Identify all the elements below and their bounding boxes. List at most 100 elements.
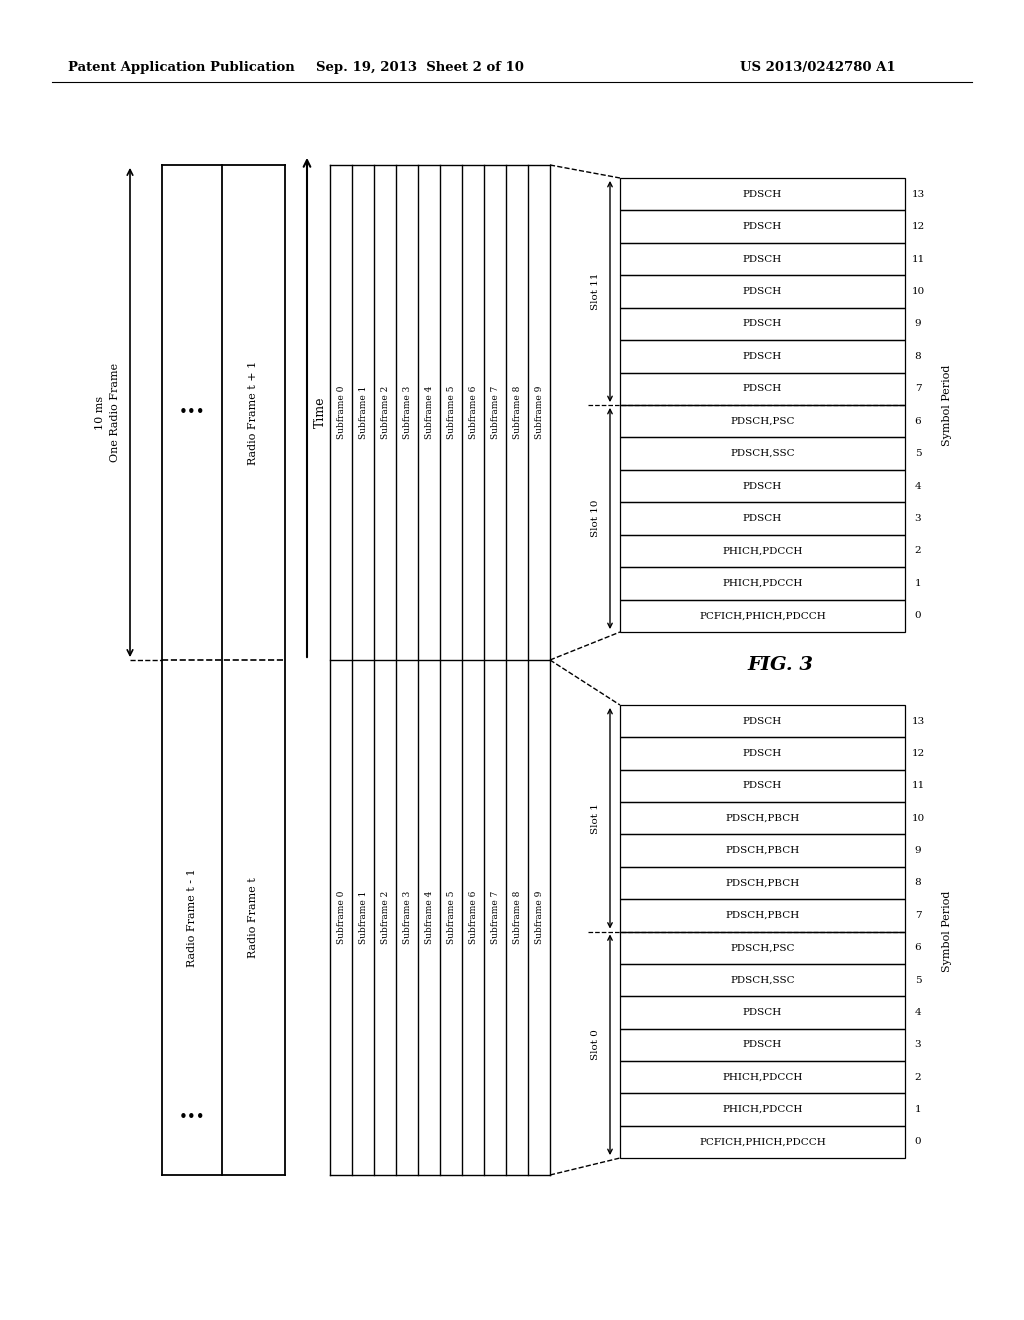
Text: US 2013/0242780 A1: US 2013/0242780 A1 bbox=[740, 62, 896, 74]
Text: PDSCH: PDSCH bbox=[742, 384, 782, 393]
Text: Subframe 9: Subframe 9 bbox=[535, 385, 544, 440]
Text: Subframe 8: Subframe 8 bbox=[512, 385, 521, 440]
Text: 2: 2 bbox=[914, 546, 922, 556]
Text: Subframe 5: Subframe 5 bbox=[446, 891, 456, 944]
Text: PDSCH: PDSCH bbox=[742, 513, 782, 523]
Text: Subframe 6: Subframe 6 bbox=[469, 891, 477, 944]
Bar bbox=[620, 964, 905, 997]
Bar bbox=[620, 899, 905, 932]
Text: Subframe 8: Subframe 8 bbox=[512, 891, 521, 944]
Bar bbox=[620, 1061, 905, 1093]
Text: 12: 12 bbox=[911, 222, 925, 231]
Text: 10: 10 bbox=[911, 813, 925, 822]
Text: PDSCH: PDSCH bbox=[742, 255, 782, 264]
Text: PDSCH: PDSCH bbox=[742, 717, 782, 726]
Text: PDSCH,PSC: PDSCH,PSC bbox=[730, 417, 795, 426]
Bar bbox=[620, 738, 905, 770]
Text: Subframe 7: Subframe 7 bbox=[490, 385, 500, 440]
Text: Subframe 0: Subframe 0 bbox=[337, 891, 345, 944]
Bar bbox=[620, 1126, 905, 1158]
Text: PDSCH: PDSCH bbox=[742, 319, 782, 329]
Text: •••: ••• bbox=[178, 1110, 206, 1125]
Text: Slot 1: Slot 1 bbox=[592, 803, 600, 834]
Text: 5: 5 bbox=[914, 449, 922, 458]
Text: 11: 11 bbox=[911, 781, 925, 791]
Text: Subframe 3: Subframe 3 bbox=[402, 385, 412, 440]
Text: 11: 11 bbox=[911, 255, 925, 264]
Text: 10: 10 bbox=[911, 286, 925, 296]
Text: Radio Frame t + 1: Radio Frame t + 1 bbox=[249, 360, 258, 465]
Text: PDSCH: PDSCH bbox=[742, 1008, 782, 1016]
Text: PDSCH: PDSCH bbox=[742, 222, 782, 231]
Bar bbox=[620, 705, 905, 738]
Bar bbox=[620, 1093, 905, 1126]
Bar bbox=[620, 535, 905, 568]
Text: PDSCH: PDSCH bbox=[742, 781, 782, 791]
Text: 5: 5 bbox=[914, 975, 922, 985]
Text: Subframe 3: Subframe 3 bbox=[402, 891, 412, 944]
Text: Symbol Period: Symbol Period bbox=[942, 891, 952, 973]
Bar bbox=[620, 803, 905, 834]
Bar bbox=[620, 867, 905, 899]
Bar bbox=[620, 243, 905, 276]
Text: Subframe 0: Subframe 0 bbox=[337, 385, 345, 440]
Text: 7: 7 bbox=[914, 384, 922, 393]
Bar bbox=[620, 308, 905, 341]
Bar bbox=[620, 372, 905, 405]
Text: 12: 12 bbox=[911, 748, 925, 758]
Text: Subframe 7: Subframe 7 bbox=[490, 891, 500, 944]
Text: PHICH,PDCCH: PHICH,PDCCH bbox=[722, 1105, 803, 1114]
Text: Patent Application Publication: Patent Application Publication bbox=[68, 62, 295, 74]
Text: 1: 1 bbox=[914, 1105, 922, 1114]
Bar bbox=[620, 341, 905, 372]
Text: 2: 2 bbox=[914, 1073, 922, 1081]
Text: One Radio Frame: One Radio Frame bbox=[110, 363, 120, 462]
Text: PCFICH,PHICH,PDCCH: PCFICH,PHICH,PDCCH bbox=[699, 1138, 826, 1146]
Bar bbox=[620, 437, 905, 470]
Text: PDSCH: PDSCH bbox=[742, 482, 782, 491]
Text: 8: 8 bbox=[914, 352, 922, 360]
Text: Subframe 5: Subframe 5 bbox=[446, 385, 456, 440]
Bar bbox=[620, 470, 905, 503]
Bar bbox=[620, 178, 905, 210]
Bar bbox=[620, 568, 905, 599]
Text: 0: 0 bbox=[914, 611, 922, 620]
Text: FIG. 3: FIG. 3 bbox=[746, 656, 813, 675]
Text: 13: 13 bbox=[911, 717, 925, 726]
Text: Radio Frame t - 1: Radio Frame t - 1 bbox=[187, 869, 197, 966]
Text: Subframe 1: Subframe 1 bbox=[358, 891, 368, 944]
Bar bbox=[620, 503, 905, 535]
Text: Slot 10: Slot 10 bbox=[592, 500, 600, 537]
Bar bbox=[620, 1028, 905, 1061]
Text: PDSCH: PDSCH bbox=[742, 286, 782, 296]
Text: Slot 11: Slot 11 bbox=[592, 273, 600, 310]
Bar bbox=[620, 770, 905, 803]
Bar bbox=[620, 997, 905, 1028]
Text: Radio Frame t: Radio Frame t bbox=[249, 876, 258, 958]
Bar bbox=[620, 834, 905, 867]
Text: 0: 0 bbox=[914, 1138, 922, 1146]
Text: Subframe 9: Subframe 9 bbox=[535, 891, 544, 944]
Text: 8: 8 bbox=[914, 879, 922, 887]
Text: PDSCH,PSC: PDSCH,PSC bbox=[730, 944, 795, 952]
Text: 9: 9 bbox=[914, 319, 922, 329]
Text: PDSCH: PDSCH bbox=[742, 748, 782, 758]
Text: Time: Time bbox=[314, 397, 327, 428]
Text: Slot 0: Slot 0 bbox=[592, 1030, 600, 1060]
Text: 7: 7 bbox=[914, 911, 922, 920]
Text: Sep. 19, 2013  Sheet 2 of 10: Sep. 19, 2013 Sheet 2 of 10 bbox=[316, 62, 524, 74]
Text: Subframe 2: Subframe 2 bbox=[381, 385, 389, 440]
Bar bbox=[620, 276, 905, 308]
Bar bbox=[620, 932, 905, 964]
Text: PDSCH: PDSCH bbox=[742, 190, 782, 199]
Text: PDSCH,SSC: PDSCH,SSC bbox=[730, 449, 795, 458]
Text: •••: ••• bbox=[178, 405, 206, 420]
Text: 4: 4 bbox=[914, 1008, 922, 1016]
Text: Subframe 4: Subframe 4 bbox=[425, 385, 433, 440]
Text: PHICH,PDCCH: PHICH,PDCCH bbox=[722, 546, 803, 556]
Text: PDSCH: PDSCH bbox=[742, 352, 782, 360]
Text: 10 ms: 10 ms bbox=[95, 396, 105, 429]
Text: 6: 6 bbox=[914, 944, 922, 952]
Text: PCFICH,PHICH,PDCCH: PCFICH,PHICH,PDCCH bbox=[699, 611, 826, 620]
Text: 13: 13 bbox=[911, 190, 925, 199]
